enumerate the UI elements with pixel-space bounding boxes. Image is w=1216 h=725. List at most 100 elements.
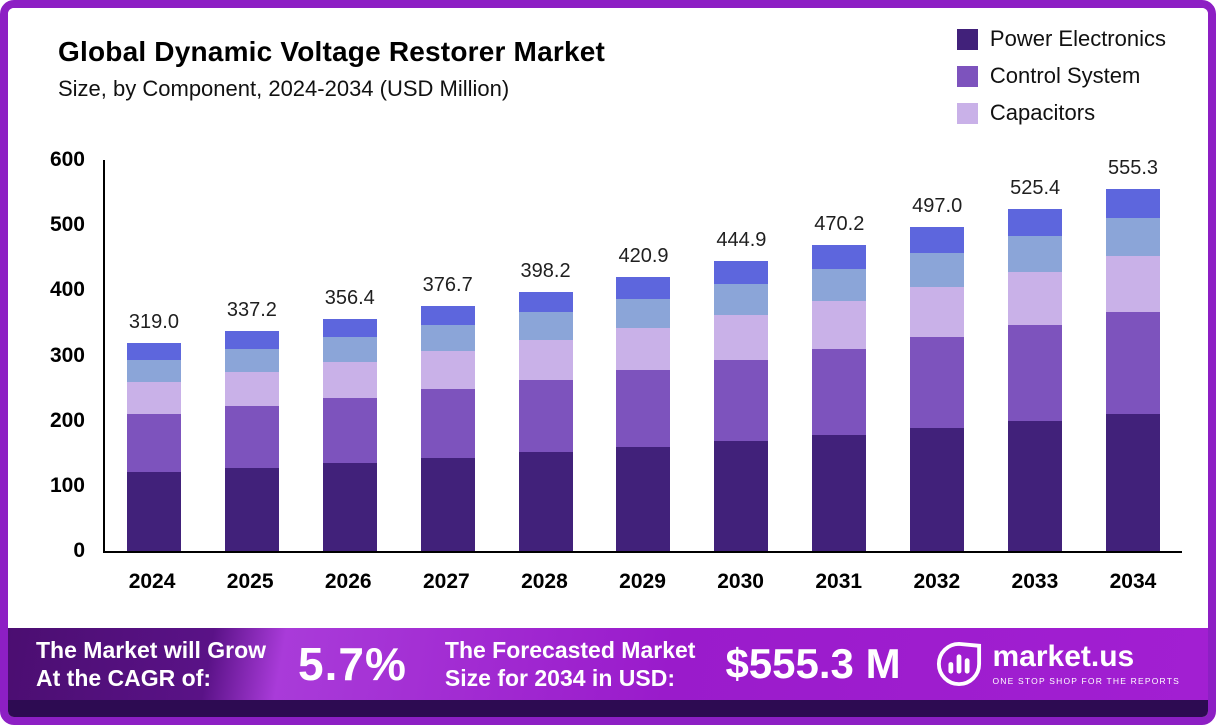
bar-segment [224,406,279,468]
footer-banner: The Market will Grow At the CAGR of: 5.7… [8,628,1208,700]
bar-segment [224,467,279,551]
bar-slot: 319.0 [105,160,203,551]
bar-segment [420,325,475,351]
stacked-bar: 376.7 [420,274,475,551]
y-tick-label: 400 [49,278,85,302]
bar-segment [714,284,769,315]
bar-segment [616,369,671,447]
legend-swatch [956,28,978,50]
x-axis-label: 2031 [815,570,863,593]
legend-label: Capacitors [989,100,1096,125]
bar-slot: 337.2 [203,160,301,551]
bar-total-label: 497.0 [912,195,963,218]
bar-segment [420,457,475,551]
bar-segment [910,227,965,254]
legend-label: Control System [989,63,1141,88]
bar-slot: 497.0 [888,160,986,551]
bar-segment [126,359,181,382]
legend-item: Capacitors [956,100,1166,126]
bar-segment [616,327,671,370]
stacked-bar: 337.2 [224,299,279,551]
bar-segment [1106,413,1161,551]
x-axis-label: 2024 [128,570,176,593]
plot-area: 0 100 200 300 400 500 600 319.0 337.2 356.4 376.7… [50,148,1182,562]
forecast-label: The Forecasted Market Size for 2034 in U… [445,636,696,692]
x-axis-label: 2032 [913,570,961,593]
bar-segment [322,318,377,338]
bar-slot: 398.2 [497,160,595,551]
cagr-label: The Market will Grow At the CAGR of: [36,636,266,692]
bar-segment [322,361,377,398]
stacked-bar: 470.2 [812,213,867,551]
bars: 319.0 337.2 356.4 376.7 398.2 420.9 444.9 470.2… [105,157,1182,551]
y-tick-label: 500 [49,213,85,237]
brand-text: market.us ONE STOP SHOP FOR THE REPORTS [992,642,1180,687]
bar-slot: 525.4 [986,160,1084,551]
bar-segment [714,359,769,441]
y-tick-label: 100 [49,473,85,497]
bar-total-label: 525.4 [1010,176,1061,199]
bar-segment [322,462,377,551]
bar-total-label: 337.2 [226,299,277,322]
bar-segment [812,244,867,270]
bar-segment [812,269,867,302]
bar-slot: 376.7 [399,160,497,551]
stacked-bar: 555.3 [1106,157,1161,551]
market-us-icon [937,641,982,687]
bar-segment [1106,312,1161,414]
x-axis: 2024 2025 2026 2027 2028 2029 2030 2031 2032 2033… [103,570,1182,594]
bar-segment [126,472,181,551]
bar-slot: 555.3 [1084,157,1182,551]
bar-total-label: 444.9 [716,229,767,252]
bar-segment [322,397,377,463]
bar-segment [518,339,573,380]
bar-segment [812,301,867,349]
x-axis-label: 2034 [1109,570,1157,593]
bar-segment [616,298,671,328]
bar-segment [714,440,769,551]
bar-segment [910,253,965,288]
forecast-label-line2: Size for 2034 in USD: [444,665,675,691]
bar-segment [714,261,769,285]
bar-segment [518,312,573,340]
y-axis: 0 100 200 300 400 500 600 [27,148,97,562]
x-axis-label: 2027 [422,570,470,593]
bar-segment [1008,272,1063,326]
legend-swatch [956,65,978,87]
forecast-value: $555.3 M [725,640,901,687]
bar-segment [322,337,377,362]
bar-segment [224,348,279,372]
y-tick-label: 200 [49,408,85,432]
bar-total-label: 470.2 [814,212,865,235]
legend-item: Power Electronics [956,26,1166,52]
bar-segment [1106,218,1161,257]
brand-tagline: ONE STOP SHOP FOR THE REPORTS [992,676,1180,686]
bar-segment [812,434,867,551]
bar-total-label: 356.4 [324,286,375,309]
brand-logo: market.us ONE STOP SHOP FOR THE REPORTS [936,641,1180,687]
bar-segment [1008,208,1063,237]
bar-segment [224,331,279,349]
x-axis-label: 2026 [324,570,372,593]
bar-segment [910,427,965,551]
x-axis-label: 2030 [717,570,764,593]
bar-segment [420,389,475,458]
chart-titles: Global Dynamic Voltage Restorer Market S… [58,36,605,102]
y-tick-label: 300 [49,343,85,367]
forecast-label-line1: The Forecasted Market [444,636,696,663]
bar-segment [224,371,279,407]
bar-segment [616,446,671,551]
bar-total-label: 319.0 [128,311,179,334]
chart-legend: Power Electronics Control System Capacitor… [956,26,1166,126]
y-tick-label: 0 [73,539,85,562]
bar-segment [420,305,475,326]
bar-total-label: 376.7 [422,273,473,296]
bar-segment [126,413,181,473]
bar-segment [812,348,867,435]
bar-segment [1008,420,1063,551]
x-axis-label: 2025 [226,570,274,593]
stacked-bar: 444.9 [714,229,769,551]
x-axis-label: 2033 [1011,570,1059,593]
y-tick-label: 600 [49,148,85,171]
